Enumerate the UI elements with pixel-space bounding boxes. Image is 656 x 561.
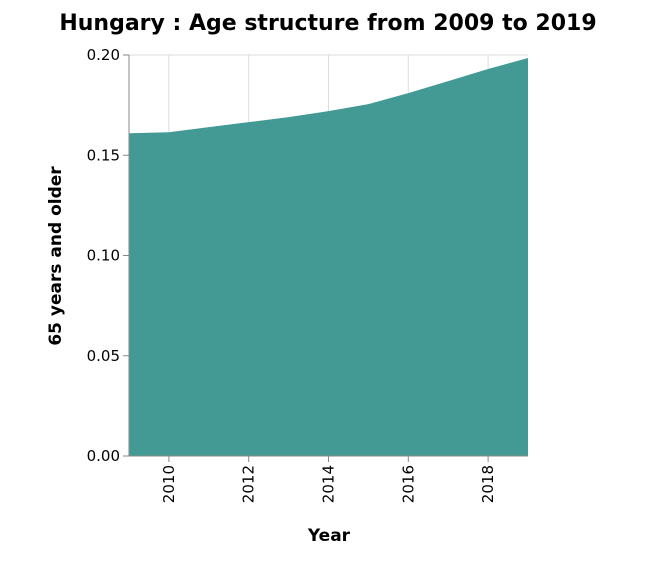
y-tick-label-1: 0.05 xyxy=(87,347,120,365)
y-tick-label-4: 0.20 xyxy=(87,46,120,64)
y-axis-ticks: 0.00 0.05 0.10 0.15 0.20 xyxy=(87,46,129,465)
x-axis-ticks: 2010 2012 2014 2016 2018 xyxy=(160,456,497,503)
series-area xyxy=(129,58,528,456)
y-tick-label-3: 0.15 xyxy=(87,146,120,164)
x-tick-label-2: 2014 xyxy=(320,465,338,503)
plot-area xyxy=(129,58,528,456)
x-tick-label-1: 2012 xyxy=(240,465,258,503)
y-tick-label-0: 0.00 xyxy=(87,447,120,465)
chart-title: Hungary : Age structure from 2009 to 201… xyxy=(59,11,596,36)
y-tick-label-2: 0.10 xyxy=(87,247,120,265)
x-tick-label-0: 2010 xyxy=(160,465,178,503)
x-tick-label-3: 2016 xyxy=(399,465,417,503)
y-axis-title: 65 years and older xyxy=(46,166,66,346)
x-tick-label-4: 2018 xyxy=(479,465,497,503)
x-axis-title: Year xyxy=(307,526,351,546)
